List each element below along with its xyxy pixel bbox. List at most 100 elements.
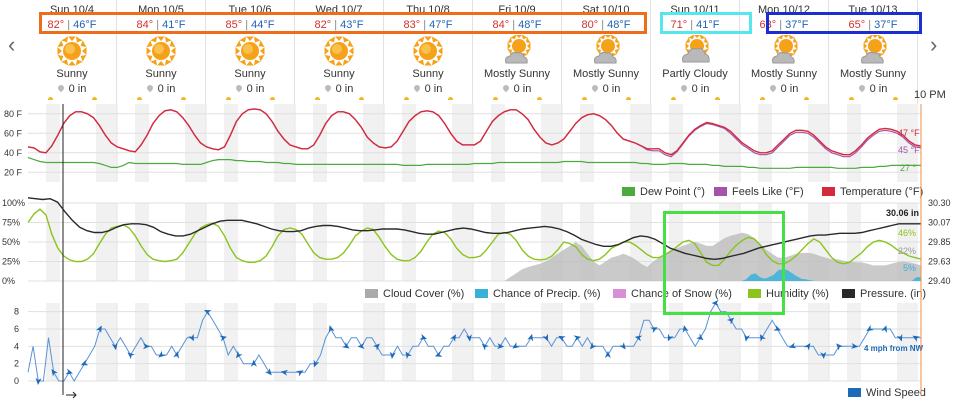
temperature-line (27, 108, 922, 156)
wind-arrow-icon (512, 342, 520, 349)
sunrise-icon (582, 97, 587, 100)
wind-arrow-icon (619, 342, 626, 350)
legend-label: Feels Like (°F) (732, 186, 804, 198)
sunrise-icon (226, 97, 231, 100)
night-shade (185, 104, 206, 182)
high-temp: 65° (848, 19, 866, 31)
plot-background (28, 104, 921, 182)
sunset-icon (804, 97, 809, 100)
temp-separator: | (512, 19, 516, 31)
day-column: Tue 10/13 65° | 37°F Mostly Sunny 0 in (829, 0, 918, 104)
time-arrow-icon (66, 391, 77, 399)
y2-tick-label: 29.40 (928, 276, 951, 286)
legend-label: Chance of Precip. (%) (493, 288, 601, 300)
next-arrow-icon[interactable]: › (930, 32, 938, 57)
night-shade (135, 303, 149, 381)
wind-arrow-icon (481, 343, 490, 351)
sun-icon (323, 35, 355, 67)
night-shade (224, 104, 238, 182)
low-temp: 44°F (251, 19, 275, 31)
humidity-end-label: 46% (898, 228, 916, 238)
temp-separator: | (690, 19, 694, 31)
wind-arrow-icon (449, 334, 457, 342)
low-temp: 37°F (785, 19, 809, 31)
legend-swatch (848, 388, 861, 397)
wind-arrow-icon (35, 377, 42, 385)
night-shade (491, 303, 505, 381)
wind-arrow-icon (434, 351, 443, 357)
wind-arrow-icon (542, 333, 548, 342)
wind-end-label: 4 mph from NW (864, 344, 924, 353)
mostly-sunny-icon (768, 34, 800, 67)
temp-separator: | (601, 19, 605, 31)
low-temp: 41°F (696, 19, 720, 31)
sunrise-icon (48, 97, 53, 100)
dew-point-line (27, 157, 921, 169)
precip-amount: 0 in (869, 83, 888, 95)
day-condition: Sunny (56, 68, 88, 80)
night-shade (274, 303, 295, 381)
day-precip: 0 in (829, 83, 917, 96)
sunset-icon (448, 97, 453, 100)
wind-arrow-icon (527, 333, 534, 342)
precip-amount: 0 in (246, 83, 265, 95)
day-precip: 0 in (562, 83, 650, 96)
low-temp: 41°F (162, 19, 186, 31)
temp-separator: | (423, 19, 427, 31)
night-shade (46, 303, 60, 381)
day-condition: Mostly Sunny (839, 68, 907, 80)
low-temp: 46°F (73, 19, 97, 31)
wind-arrow-icon (604, 351, 611, 359)
night-shade (402, 303, 416, 381)
high-temp: 85° (225, 19, 243, 31)
wind-arrow-icon (696, 333, 704, 341)
sunrise-icon (671, 97, 676, 100)
day-precip: 0 in (651, 83, 739, 96)
legend-swatch (365, 289, 378, 298)
high-temp: 80° (581, 19, 599, 31)
legend-label: Pressure. (in) (860, 288, 926, 300)
legend-label: Dew Point (°) (640, 186, 705, 198)
sun-icon (56, 35, 88, 67)
humidity-line (27, 208, 922, 267)
wind-arrow-icon (235, 350, 243, 359)
night-shade (313, 104, 327, 182)
sun-marks (384, 97, 473, 103)
wind-arrow-icon (912, 335, 921, 342)
day-temps: 82° | 43°F (295, 18, 383, 32)
y-tick-label: 40 F (4, 148, 23, 158)
wind-arrow-icon (573, 335, 582, 342)
highlight-box-cyan (660, 12, 752, 34)
high-temp: 71° (670, 19, 688, 31)
wind-arrow-icon (250, 359, 257, 367)
night-shade (452, 104, 473, 182)
night-shade (897, 303, 918, 381)
night-shade (363, 303, 384, 381)
day-precip: 0 in (473, 83, 561, 96)
day-condition: Mostly Sunny (572, 68, 640, 80)
wind-arrow-icon (773, 325, 782, 331)
day-temps: 80° | 48°F (562, 18, 650, 32)
temp-separator: | (67, 19, 71, 31)
day-precip: 0 in (384, 83, 472, 96)
prev-arrow-icon[interactable]: ‹ (8, 32, 16, 57)
precip-amount: 0 in (335, 83, 354, 95)
temp-separator: | (156, 19, 160, 31)
sun-marks (562, 97, 651, 103)
temp-separator: | (779, 19, 783, 31)
wind-arrow-icon (219, 335, 227, 342)
sunset-icon (270, 97, 275, 100)
sunrise-icon (315, 97, 320, 100)
highlight-box-blue (766, 12, 922, 34)
wind-arrow-icon (634, 335, 643, 342)
cloud-end-label: 22% (898, 246, 916, 256)
night-shade (185, 303, 206, 381)
y-tick-label: 8 (14, 307, 19, 317)
pressure-line (27, 197, 921, 261)
wind-arrow-icon (682, 325, 689, 333)
cloud-cover-area (28, 232, 921, 281)
wind-arrow-icon (328, 325, 335, 333)
wind-arrow-icon (836, 343, 844, 351)
y-tick-label: 80 F (4, 109, 23, 119)
